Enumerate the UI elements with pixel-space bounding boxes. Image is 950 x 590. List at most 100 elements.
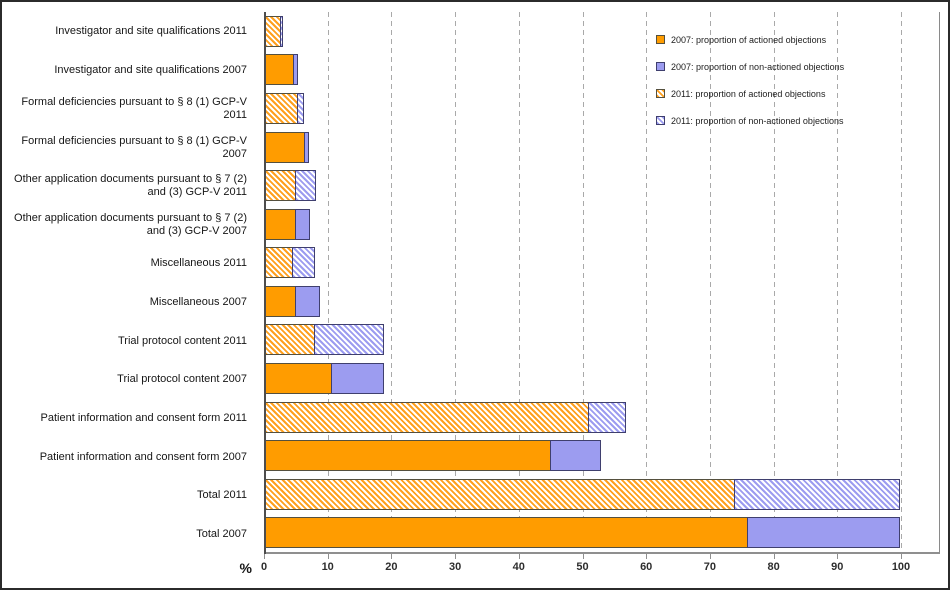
gridline: [901, 12, 902, 552]
category-label: Trial protocol content 2007: [117, 373, 247, 386]
bars: [264, 12, 939, 552]
bar-row: [264, 166, 939, 205]
legend-label: 2011: proportion of non-actioned objecti…: [671, 115, 844, 126]
tick-label: 20: [385, 561, 398, 573]
non-actioned-segment: [292, 54, 298, 86]
actioned-segment: [264, 247, 294, 279]
category-label: Miscellaneous 2011: [150, 257, 247, 270]
actioned-segment: [264, 362, 333, 394]
tick-mark: [901, 554, 902, 559]
category-label: Investigator and site qualifications 200…: [54, 63, 247, 76]
actioned-segment: [264, 92, 298, 124]
legend-swatch-icon: [656, 116, 665, 125]
non-actioned-segment: [549, 440, 601, 472]
category-label: Formal deficiencies pursuant to § 8 (1) …: [21, 95, 247, 121]
actioned-segment: [264, 401, 589, 433]
legend-item: 2011: proportion of actioned objections: [656, 80, 844, 107]
actioned-segment: [264, 54, 294, 86]
tick-mark: [327, 554, 329, 559]
legend-item: 2007: proportion of actioned objections: [656, 26, 844, 53]
tick-label: 30: [448, 561, 462, 573]
bar-row: [264, 89, 939, 128]
non-actioned-segment: [314, 324, 385, 356]
tick-mark: [264, 554, 265, 559]
non-actioned-segment: [587, 401, 627, 433]
x-axis-label: %: [239, 560, 252, 576]
category-label: Total 2011: [197, 489, 247, 502]
bar-row: [264, 514, 939, 553]
category-label: Other application documents pursuant to …: [14, 211, 247, 237]
legend-item: 2011: proportion of non-actioned objecti…: [656, 107, 844, 134]
actioned-segment: [264, 440, 551, 472]
tick-mark: [646, 554, 648, 559]
non-actioned-segment: [747, 517, 900, 549]
bar-row: [264, 436, 939, 475]
gridline: [391, 12, 393, 552]
y-axis-line: [264, 12, 266, 554]
actioned-segment: [264, 208, 296, 240]
tick-label: 100: [891, 561, 911, 573]
category-label: Patient information and consent form 201…: [40, 412, 247, 425]
plot-area: [264, 12, 940, 554]
non-actioned-segment: [304, 131, 309, 163]
gridline: [773, 12, 775, 552]
category-label: Other application documents pursuant to …: [14, 173, 247, 199]
bar-row: [264, 398, 939, 437]
tick-mark: [518, 554, 520, 559]
bar-row: [264, 321, 939, 360]
gridline: [518, 12, 520, 552]
non-actioned-segment: [294, 208, 310, 240]
gridline: [455, 12, 457, 552]
tick-mark: [455, 554, 457, 559]
actioned-segment: [264, 285, 296, 317]
tick-label: 90: [831, 561, 844, 573]
tick-mark: [391, 554, 393, 559]
tick-label: 50: [576, 561, 589, 573]
tick-label: 80: [767, 561, 780, 573]
tick-label: 10: [321, 561, 334, 573]
gridline: [327, 12, 329, 552]
actioned-segment: [264, 517, 749, 549]
actioned-segment: [264, 324, 315, 356]
bar-row: [264, 12, 939, 51]
category-labels: Investigator and site qualifications 201…: [2, 12, 256, 554]
non-actioned-segment: [331, 362, 385, 394]
bar-row: [264, 205, 939, 244]
legend: 2007: proportion of actioned objections 2…: [656, 26, 844, 134]
gridline: [646, 12, 648, 552]
tick-mark: [837, 554, 839, 559]
category-label: Miscellaneous 2007: [149, 295, 247, 308]
bar-row: [264, 243, 939, 282]
gridline: [709, 12, 711, 552]
legend-label: 2011: proportion of actioned objections: [671, 88, 826, 99]
tick-mark: [709, 554, 711, 559]
legend-swatch-icon: [656, 62, 665, 71]
category-label: Investigator and site qualifications 201…: [55, 24, 247, 37]
non-actioned-segment: [292, 247, 316, 279]
category-label: Patient information and consent form 200…: [39, 450, 247, 463]
non-actioned-segment: [280, 15, 284, 47]
tick-mark: [773, 554, 775, 559]
tick-label: 60: [640, 561, 653, 573]
tick-label: 40: [512, 561, 525, 573]
x-axis-ticks: 0 10 20 30 40 50 60 70 80 90 100: [261, 554, 940, 584]
legend-item: 2007: proportion of non-actioned objecti…: [656, 53, 844, 80]
gridline: [582, 12, 584, 552]
non-actioned-segment: [296, 92, 305, 124]
category-label: Trial protocol content 2011: [117, 334, 247, 347]
actioned-segment: [264, 170, 296, 202]
legend-label: 2007: proportion of non-actioned objecti…: [671, 61, 845, 72]
legend-label: 2007: proportion of actioned objections: [671, 34, 827, 45]
non-actioned-segment: [294, 170, 316, 202]
tick-label: 70: [703, 561, 717, 573]
legend-swatch-icon: [656, 89, 665, 98]
actioned-segment: [264, 478, 736, 510]
legend-swatch-icon: [656, 35, 665, 44]
bar-row: [264, 475, 939, 514]
bar-row: [264, 282, 939, 321]
tick-label: 0: [260, 561, 268, 573]
actioned-segment: [264, 131, 306, 163]
actioned-segment: [264, 15, 282, 47]
tick-mark: [582, 554, 584, 559]
